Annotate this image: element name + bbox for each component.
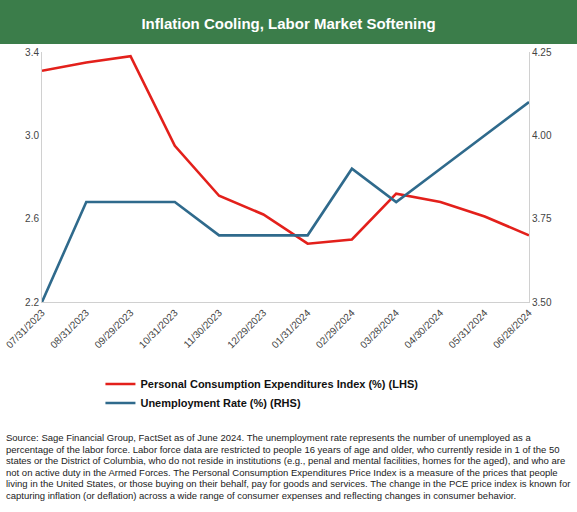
svg-text:Inflation Cooling, Labor Marke: Inflation Cooling, Labor Market Softenin… (141, 15, 435, 32)
svg-text:01/31/2024: 01/31/2024 (269, 307, 312, 350)
svg-text:05/31/2024: 05/31/2024 (447, 307, 490, 350)
svg-text:2.2: 2.2 (25, 297, 39, 308)
html-text:Source: Sage Financial Group,: Source: Sage Financial Group, FactSet as… (6, 432, 571, 501)
svg-text:Personal Consumption Expenditu: Personal Consumption Expenditures Index … (140, 378, 418, 390)
svg-text:03/28/2024: 03/28/2024 (358, 307, 401, 350)
svg-text:3.0: 3.0 (25, 130, 39, 141)
svg-text:2.6: 2.6 (25, 213, 39, 224)
svg-text:10/31/2023: 10/31/2023 (137, 307, 180, 350)
svg-text:06/28/2024: 06/28/2024 (491, 307, 534, 350)
svg-text:3.75: 3.75 (532, 213, 552, 224)
svg-text:08/31/2023: 08/31/2023 (48, 307, 91, 350)
svg-text:07/31/2023: 07/31/2023 (4, 307, 47, 350)
svg-text:09/29/2023: 09/29/2023 (92, 307, 135, 350)
svg-text:3.4: 3.4 (25, 47, 39, 58)
svg-text:11/30/2023: 11/30/2023 (181, 307, 224, 350)
svg-text:4.25: 4.25 (532, 47, 552, 58)
svg-text:12/29/2023: 12/29/2023 (225, 307, 268, 350)
svg-text:4.00: 4.00 (532, 130, 552, 141)
svg-text:04/30/2024: 04/30/2024 (402, 307, 445, 350)
svg-text:Unemployment Rate (%) (RHS): Unemployment Rate (%) (RHS) (140, 397, 300, 409)
svg-text:3.50: 3.50 (532, 297, 552, 308)
svg-text:02/29/2024: 02/29/2024 (314, 307, 357, 350)
